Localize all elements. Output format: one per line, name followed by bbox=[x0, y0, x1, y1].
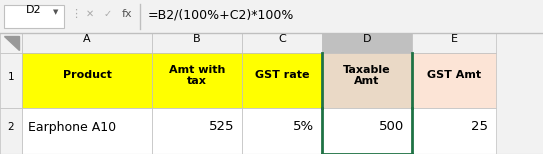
Bar bbox=[322, 108, 412, 154]
Bar bbox=[152, 33, 242, 53]
Text: GST Amt: GST Amt bbox=[427, 71, 481, 81]
Text: Taxable
Amt: Taxable Amt bbox=[343, 65, 391, 86]
Bar bbox=[242, 53, 322, 108]
Text: ✓: ✓ bbox=[104, 9, 112, 19]
Bar bbox=[242, 33, 322, 53]
Text: =B2/(100%+C2)*100%: =B2/(100%+C2)*100% bbox=[148, 8, 294, 21]
Bar bbox=[0, 0, 543, 33]
Bar bbox=[412, 108, 496, 154]
Text: Product: Product bbox=[62, 71, 111, 81]
Text: A: A bbox=[83, 34, 91, 44]
Text: 500: 500 bbox=[379, 120, 404, 134]
Bar bbox=[22, 108, 152, 154]
Text: C: C bbox=[278, 34, 286, 44]
Bar bbox=[412, 53, 496, 108]
Text: 5%: 5% bbox=[293, 120, 314, 134]
Text: 25: 25 bbox=[471, 120, 488, 134]
Bar bbox=[152, 108, 242, 154]
Text: GST rate: GST rate bbox=[255, 71, 310, 81]
Text: ✕: ✕ bbox=[86, 9, 94, 19]
Text: B: B bbox=[193, 34, 201, 44]
Text: 2: 2 bbox=[8, 122, 14, 132]
Text: Earphone A10: Earphone A10 bbox=[28, 120, 116, 134]
Text: 1: 1 bbox=[8, 71, 14, 81]
Bar bbox=[412, 33, 496, 53]
Text: fx: fx bbox=[122, 9, 132, 19]
Bar bbox=[0, 108, 22, 154]
Bar bbox=[322, 53, 412, 108]
Text: D2: D2 bbox=[26, 5, 42, 15]
Bar bbox=[242, 108, 322, 154]
Bar bbox=[322, 33, 412, 53]
Text: 525: 525 bbox=[209, 120, 234, 134]
Text: E: E bbox=[451, 34, 458, 44]
Bar bbox=[22, 33, 152, 53]
Bar bbox=[0, 53, 22, 108]
Bar bbox=[4, 5, 64, 28]
Bar bbox=[152, 53, 242, 108]
Text: Amt with
tax: Amt with tax bbox=[169, 65, 225, 86]
Bar bbox=[0, 33, 22, 53]
Text: ▼: ▼ bbox=[53, 9, 59, 15]
Text: ⋮: ⋮ bbox=[70, 9, 81, 19]
Polygon shape bbox=[4, 36, 18, 50]
Text: D: D bbox=[363, 34, 371, 44]
Bar bbox=[22, 53, 152, 108]
